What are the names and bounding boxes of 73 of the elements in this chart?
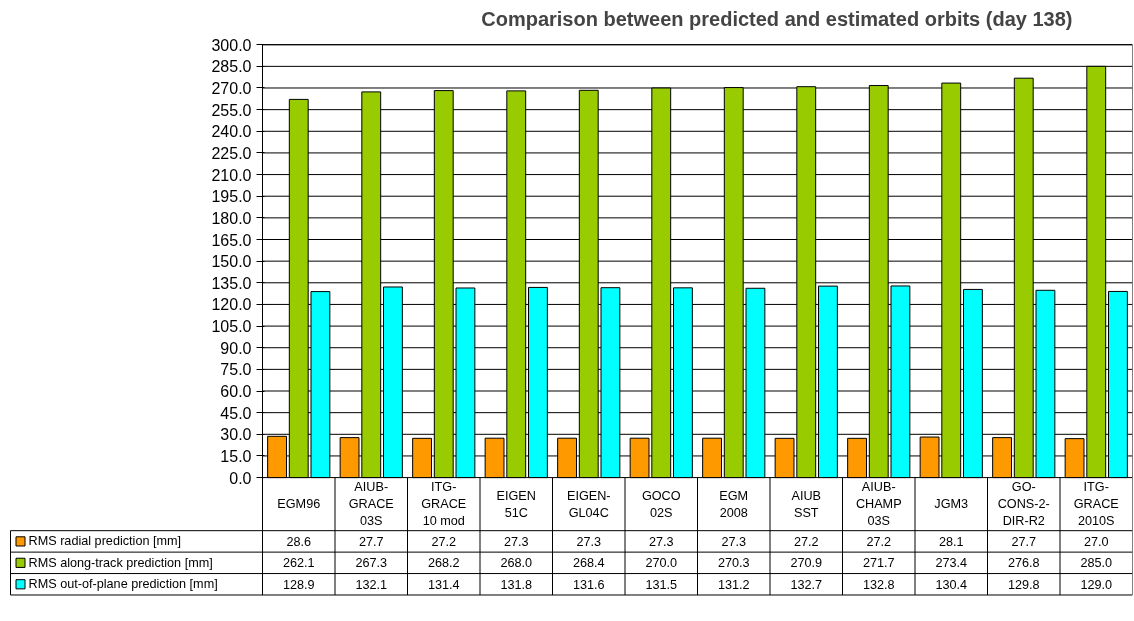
y-tick-label: 150.0 (211, 253, 252, 271)
data-label: 268.2 (427, 556, 460, 571)
y-tick-label: 240.0 (211, 123, 252, 141)
y-tick-label: 180.0 (211, 209, 252, 227)
x-tick-label: EGM96 (277, 497, 321, 512)
y-tick-label: 255.0 (211, 101, 252, 119)
x-tick-label: EIGEN 51C (496, 488, 536, 520)
y-tick-label: 195.0 (211, 188, 252, 206)
legend-label: RMS out-of-plane prediction [mm] (28, 577, 218, 592)
y-tick-label: 285.0 (211, 58, 252, 76)
data-label: 132.1 (355, 577, 388, 592)
data-label: 27.2 (866, 534, 892, 549)
legend-label: RMS radial prediction [mm] (28, 534, 182, 549)
y-tick-label: 30.0 (220, 426, 252, 444)
data-label: 131.2 (717, 577, 750, 592)
data-label: 268.0 (500, 556, 533, 571)
data-label: 129.8 (1007, 577, 1040, 592)
x-tick-label: ITG-GRACE 2010S (1073, 480, 1119, 528)
data-label: 270.3 (717, 556, 750, 571)
x-tick-label: AIUB-GRACE 03S (348, 480, 394, 528)
x-tick-label: AIUB SST (791, 488, 822, 520)
data-label: 132.7 (790, 577, 823, 592)
chart-title: Comparison between predicted and estimated orbits (day 138) (481, 7, 1073, 30)
x-tick-label: AIUB-CHAMP 03S (855, 480, 902, 528)
data-label: 27.7 (358, 534, 384, 549)
y-tick-label: 90.0 (220, 339, 252, 357)
data-label: 27.2 (793, 534, 819, 549)
y-tick-label: 60.0 (220, 383, 252, 401)
y-tick-label: 75.0 (220, 361, 252, 379)
y-tick-label: 15.0 (220, 447, 252, 465)
data-label: 129.0 (1080, 577, 1113, 592)
data-label: 262.1 (282, 556, 315, 571)
y-tick-label: 105.0 (211, 318, 252, 336)
data-label: 267.3 (355, 556, 388, 571)
data-label: 270.9 (790, 556, 823, 571)
data-label: 27.3 (576, 534, 602, 549)
data-label: 27.3 (721, 534, 747, 549)
data-label: 28.1 (938, 534, 964, 549)
data-label: 273.4 (935, 556, 968, 571)
data-label: 276.8 (1007, 556, 1040, 571)
data-label: 268.4 (572, 556, 605, 571)
data-label: 131.5 (645, 577, 678, 592)
data-label: 27.2 (431, 534, 457, 549)
data-label: 270.0 (645, 556, 678, 571)
data-label: 132.8 (862, 577, 895, 592)
y-tick-label: 45.0 (220, 404, 252, 422)
y-tick-label: 135.0 (211, 274, 252, 292)
x-tick-label: GO-CONS-2-DIR-R2 (997, 480, 1050, 528)
data-label: 130.4 (935, 577, 968, 592)
data-label: 27.7 (1011, 534, 1037, 549)
data-label: 285.0 (1080, 556, 1113, 571)
x-tick-label: EIGEN-GL04C (566, 488, 611, 520)
x-tick-label: ITG-GRACE 10 mod (421, 480, 467, 528)
y-tick-label: 270.0 (211, 80, 252, 97)
y-tick-label: 225.0 (211, 144, 252, 162)
y-tick-label: 210.0 (211, 166, 252, 184)
data-label: 131.8 (500, 577, 533, 592)
data-label: 27.0 (1083, 534, 1109, 549)
data-label: 128.9 (282, 577, 315, 592)
data-label: 271.7 (862, 556, 895, 571)
data-label: 131.4 (427, 577, 460, 592)
y-tick-label: 0.0 (229, 469, 252, 487)
y-tick-label: 120.0 (211, 296, 252, 314)
legend-label: RMS along-track prediction [mm] (28, 555, 213, 570)
data-label: 28.6 (286, 534, 312, 549)
y-tick-label: 165.0 (211, 231, 252, 249)
x-tick-label: EGM 2008 (719, 488, 749, 520)
data-label: 27.3 (648, 534, 674, 549)
x-tick-label: GOCO 02S (641, 488, 681, 520)
data-label: 27.3 (503, 534, 529, 549)
x-tick-label: JGM3 (934, 497, 969, 512)
y-tick-label: 300.0 (211, 36, 252, 54)
data-label: 131.6 (572, 577, 605, 592)
